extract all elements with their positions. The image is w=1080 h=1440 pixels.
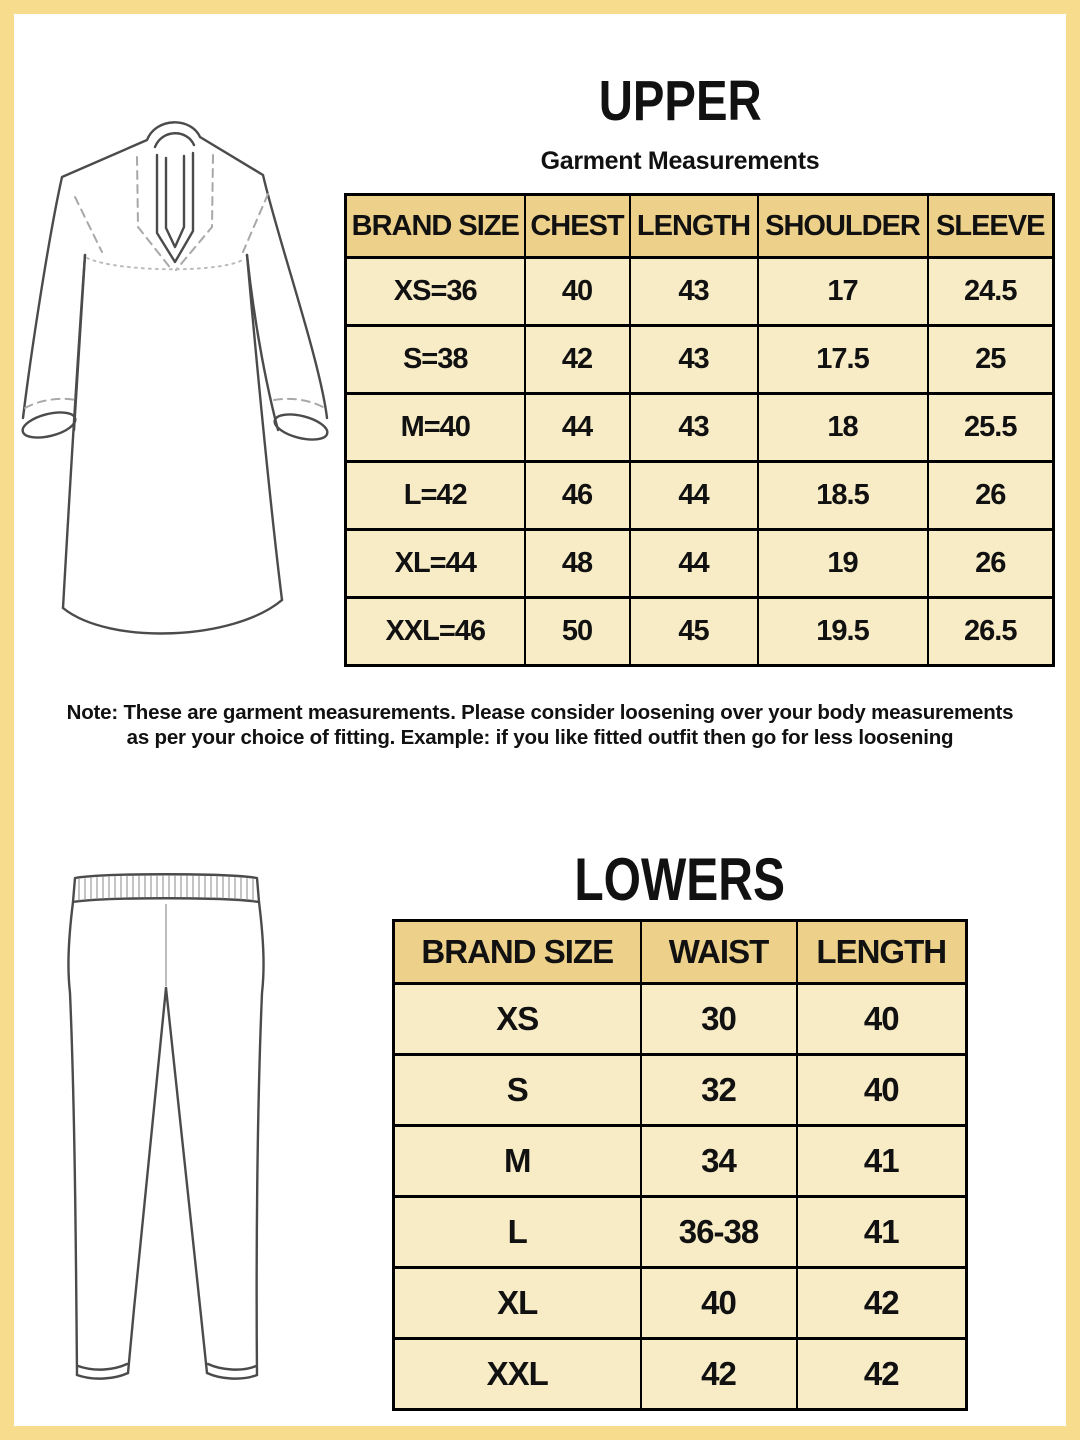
lowers-section-title: LOWERS xyxy=(340,846,1020,913)
table-cell: 44 xyxy=(628,528,759,599)
table-cell: 41 xyxy=(795,1195,968,1269)
header-row: BRAND SIZE WAIST LENGTH xyxy=(392,919,968,985)
table-cell: L xyxy=(392,1195,642,1269)
table-cell: M=40 xyxy=(344,392,526,463)
upper-section-subtitle: Garment Measurements xyxy=(340,146,1020,176)
right-cuff xyxy=(273,413,329,441)
table-cell: 25 xyxy=(926,324,1055,395)
table-cell: XS xyxy=(392,982,642,1056)
table-cell: 34 xyxy=(639,1124,798,1198)
table-cell: 26 xyxy=(926,460,1055,531)
header-row: BRAND SIZE CHEST LENGTH SHOULDER SLEEVE xyxy=(344,193,1055,259)
table-cell: XXL xyxy=(392,1337,642,1411)
header-cell: LENGTH xyxy=(628,193,759,259)
table-cell: 43 xyxy=(628,324,759,395)
table-cell: 26.5 xyxy=(926,596,1055,667)
table-cell: 44 xyxy=(628,460,759,531)
table-cell: 30 xyxy=(639,982,798,1056)
header-cell: CHEST xyxy=(523,193,631,259)
table-cell: 41 xyxy=(795,1124,968,1198)
table-row: L 36-38 41 xyxy=(392,1195,968,1269)
table-cell: 17.5 xyxy=(756,324,929,395)
pants-outline xyxy=(67,873,265,1380)
table-cell: XL=44 xyxy=(344,528,526,599)
lowers-measurements-table: BRAND SIZE WAIST LENGTH XS 30 40 S 32 40 M 34 41 L 36… xyxy=(392,919,968,1411)
table-row: L=42 46 44 18.5 26 xyxy=(344,460,1055,531)
table-cell: 42 xyxy=(639,1337,798,1411)
table-cell: XXL=46 xyxy=(344,596,526,667)
waistband-ribs xyxy=(78,875,254,901)
table-cell: 40 xyxy=(639,1266,798,1340)
table-cell: 43 xyxy=(628,256,759,327)
table-cell: L=42 xyxy=(344,460,526,531)
table-cell: 44 xyxy=(523,392,631,463)
table-cell: 26 xyxy=(926,528,1055,599)
table-row: S=38 42 43 17.5 25 xyxy=(344,324,1055,395)
table-row: XL=44 48 44 19 26 xyxy=(344,528,1055,599)
kurta-placket xyxy=(155,151,195,264)
left-cuff xyxy=(21,411,77,439)
upper-measurements-table: BRAND SIZE CHEST LENGTH SHOULDER SLEEVE XS=36… xyxy=(344,193,1055,667)
header-cell: BRAND SIZE xyxy=(344,193,526,259)
table-cell: 40 xyxy=(795,982,968,1056)
table-cell: 45 xyxy=(628,596,759,667)
table-row: M=40 44 43 18 25.5 xyxy=(344,392,1055,463)
table-cell: 24.5 xyxy=(926,256,1055,327)
table-cell: S=38 xyxy=(344,324,526,395)
note-line-1: Note: These are garment measurements. Pl… xyxy=(66,701,1014,724)
table-cell: 40 xyxy=(523,256,631,327)
table-cell: 42 xyxy=(795,1337,968,1411)
waistband xyxy=(71,873,261,904)
upper-subtitle-text: Garment Measurements xyxy=(540,146,820,175)
kurta-line-drawing xyxy=(21,121,329,635)
lowers-title-text: LOWERS xyxy=(574,845,786,913)
kurta-seam-dashes xyxy=(24,154,326,409)
table-row: XS=36 40 43 17 24.5 xyxy=(344,256,1055,327)
note-line-2: as per your choice of fitting. Example: … xyxy=(126,726,954,749)
table-row: XL 40 42 xyxy=(392,1266,968,1340)
rib-lines xyxy=(78,875,254,901)
header-cell: LENGTH xyxy=(795,919,968,985)
table-cell: 48 xyxy=(523,528,631,599)
table-cell: 50 xyxy=(523,596,631,667)
table-cell: 18 xyxy=(756,392,929,463)
pants-line-drawing xyxy=(67,873,265,1380)
table-cell: 19 xyxy=(756,528,929,599)
table-cell: 40 xyxy=(795,1053,968,1127)
header-cell: WAIST xyxy=(639,919,798,985)
header-cell: BRAND SIZE xyxy=(392,919,642,985)
table-cell: S xyxy=(392,1053,642,1127)
table-row: XXL=46 50 45 19.5 26.5 xyxy=(344,596,1055,667)
table-cell: 43 xyxy=(628,392,759,463)
table-row: XXL 42 42 xyxy=(392,1337,968,1411)
table-cell: 17 xyxy=(756,256,929,327)
table-cell: 25.5 xyxy=(926,392,1055,463)
table-cell: 19.5 xyxy=(756,596,929,667)
table-row: S 32 40 xyxy=(392,1053,968,1127)
header-cell: SHOULDER xyxy=(756,193,929,259)
table-cell: 42 xyxy=(795,1266,968,1340)
table-row: M 34 41 xyxy=(392,1124,968,1198)
table-cell: XL xyxy=(392,1266,642,1340)
note-text: Note: These are garment measurements. Pl… xyxy=(40,700,1040,750)
kurta-body-outline xyxy=(21,121,329,635)
table-cell: 18.5 xyxy=(756,460,929,531)
table-cell: 32 xyxy=(639,1053,798,1127)
table-cell: 42 xyxy=(523,324,631,395)
table-cell: XS=36 xyxy=(344,256,526,327)
kurta-chest-dotted-seam xyxy=(86,257,246,271)
table-cell: M xyxy=(392,1124,642,1198)
table-row: XS 30 40 xyxy=(392,982,968,1056)
header-cell: SLEEVE xyxy=(926,193,1055,259)
table-cell: 36-38 xyxy=(639,1195,798,1269)
upper-section-title: UPPER xyxy=(340,69,1020,133)
upper-title-text: UPPER xyxy=(598,69,762,133)
table-cell: 46 xyxy=(523,460,631,531)
